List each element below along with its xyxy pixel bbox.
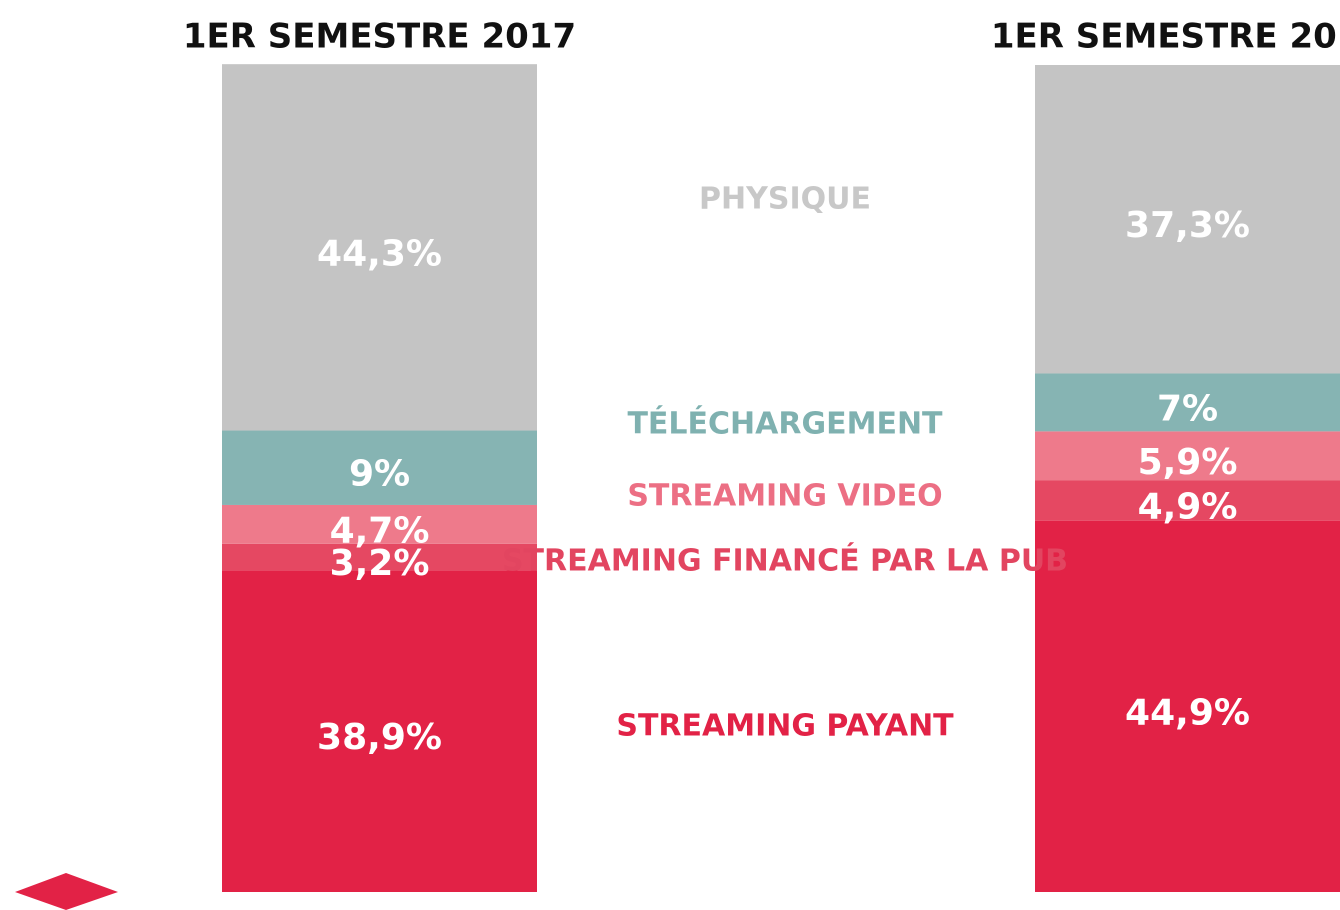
bar-segment <box>1035 373 1340 432</box>
value-label: 9% <box>349 454 410 495</box>
bar-segment <box>1035 520 1340 892</box>
value-label: 37,3% <box>1125 205 1250 246</box>
bar-segment <box>222 504 537 544</box>
value-label: 4,7% <box>330 510 430 551</box>
bar-segment <box>222 570 537 892</box>
value-label: 7% <box>1157 388 1218 429</box>
bar-segment <box>222 430 537 505</box>
bar-segment <box>1035 480 1340 521</box>
value-label: 44,9% <box>1125 692 1250 733</box>
category-label: 1ER SEMESTRE 2017 <box>183 17 576 57</box>
bar-segment <box>1035 431 1340 481</box>
value-label: 38,9% <box>317 717 442 758</box>
value-label: 44,3% <box>317 233 442 274</box>
bar-segment <box>222 543 537 571</box>
bar-segment <box>222 64 537 431</box>
legend-label: TÉLÉCHARGEMENT <box>627 406 943 442</box>
logo-diamond <box>15 873 118 910</box>
value-label: 5,9% <box>1138 442 1238 483</box>
legend-label: PHYSIQUE <box>699 182 871 217</box>
value-label: 3,2% <box>330 543 430 584</box>
legend-label: STREAMING VIDEO <box>627 479 942 514</box>
value-label: 4,9% <box>1138 486 1238 527</box>
category-label: 1ER SEMESTRE 2018 <box>991 17 1340 57</box>
bar-segment <box>1035 65 1340 374</box>
legend-label: STREAMING PAYANT <box>616 709 954 744</box>
legend-label: STREAMING FINANCÉ PAR LA PUB <box>502 543 1068 579</box>
